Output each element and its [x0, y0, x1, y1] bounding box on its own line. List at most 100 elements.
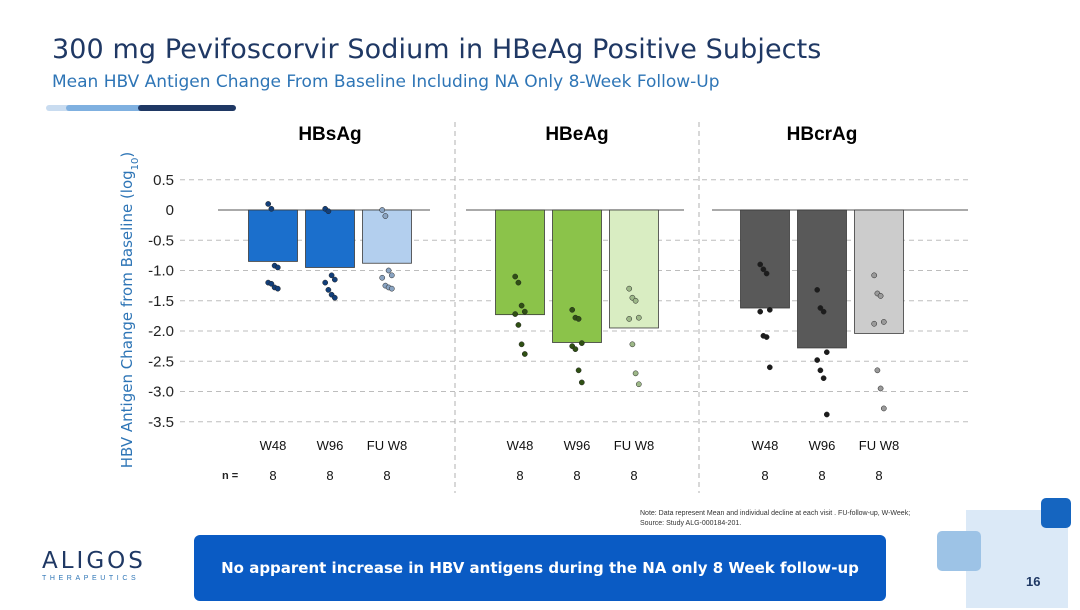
data-point — [757, 261, 764, 268]
data-point — [880, 405, 887, 412]
data-point — [578, 379, 585, 386]
data-point — [635, 314, 642, 321]
x-category-label: W96 — [809, 438, 836, 453]
chart-note-line-2: Source: Study ALG-000184-201. — [640, 520, 742, 527]
data-point — [820, 375, 827, 382]
logo-name: ALIGOS — [42, 548, 146, 574]
y-tick-label: -2.5 — [148, 353, 174, 370]
data-point — [379, 207, 386, 213]
data-point — [572, 346, 579, 352]
y-tick-label: -2.0 — [148, 323, 174, 340]
data-point — [265, 201, 272, 207]
n-value: 8 — [630, 468, 637, 483]
bar-hbeag-fu-w8 — [609, 209, 659, 329]
data-point — [814, 357, 821, 363]
data-point — [512, 273, 519, 280]
data-point — [820, 308, 827, 315]
data-point — [274, 285, 281, 292]
data-point — [635, 381, 642, 388]
data-point — [325, 287, 332, 293]
decorative-square-light — [937, 531, 981, 571]
key-message-text: No apparent increase in HBV antigens dur… — [221, 559, 859, 577]
n-value: 8 — [875, 468, 882, 483]
data-point — [626, 316, 633, 322]
n-value: 8 — [761, 468, 768, 483]
data-point — [763, 270, 770, 277]
bar-hbeag-w96 — [552, 209, 602, 343]
data-point — [379, 274, 386, 281]
x-category-label: FU W8 — [859, 438, 899, 453]
data-point — [871, 272, 878, 279]
logo-subtitle: THERAPEUTICS — [42, 575, 140, 582]
data-point — [814, 287, 821, 293]
panel-title: HBeAg — [545, 124, 608, 145]
data-point — [328, 272, 335, 279]
y-tick-label: -0.5 — [148, 232, 174, 249]
data-point — [515, 279, 522, 286]
y-tick-label: -1.0 — [148, 263, 174, 280]
title-accent-bars — [46, 105, 236, 111]
data-point — [268, 280, 275, 287]
data-point — [274, 264, 281, 271]
chart-area: 0.5 0 -0.5 -1.0 -1.5 -2.0 -2.5 -3.0 -3.5 HBV Anti… — [118, 122, 970, 493]
y-tick-label: -3.0 — [148, 384, 174, 401]
y-tick-label: 0.5 — [153, 172, 174, 189]
bar-hbsag-w96 — [305, 209, 355, 268]
data-point — [874, 367, 881, 374]
chart-note: Note: Data represent Mean and individual… — [640, 509, 910, 529]
data-point — [757, 308, 764, 315]
data-point — [871, 320, 878, 327]
x-category-label: W48 — [507, 438, 534, 453]
data-point — [385, 267, 392, 274]
company-logo: ALIGOS THERAPEUTICS — [42, 548, 146, 582]
data-point — [575, 316, 582, 322]
x-category-label: FU W8 — [614, 438, 654, 453]
x-category-label: FU W8 — [367, 438, 407, 453]
n-value: 8 — [326, 468, 333, 483]
data-point — [521, 308, 528, 315]
page-number: 16 — [1026, 574, 1041, 589]
data-point — [515, 322, 522, 328]
y-tick-label: -1.5 — [148, 293, 174, 310]
accent-bar-mid — [66, 105, 146, 111]
data-point — [331, 276, 338, 283]
data-point — [823, 349, 830, 356]
data-point — [569, 306, 576, 313]
slide-title: 300 mg Pevifoscorvir Sodium in HBeAg Pos… — [52, 34, 822, 65]
n-label: n = — [222, 470, 238, 482]
data-point — [382, 213, 389, 219]
data-point — [331, 294, 338, 301]
bar-hbsag-fu-w8 — [362, 209, 412, 264]
data-point — [322, 279, 329, 286]
data-point — [578, 340, 585, 346]
data-point — [518, 302, 525, 309]
data-point — [877, 385, 884, 392]
data-point — [521, 351, 528, 357]
data-point — [268, 205, 275, 212]
data-point — [880, 319, 887, 325]
data-point — [766, 364, 773, 371]
bar-hbsag-w48 — [248, 209, 298, 262]
data-point — [632, 297, 639, 304]
y-tick-label: 0 — [166, 202, 174, 219]
data-point — [575, 367, 582, 374]
data-point — [763, 334, 770, 340]
bar-hbeag-w48 — [495, 209, 545, 316]
data-point — [388, 285, 395, 292]
x-category-label: W48 — [260, 438, 287, 453]
bar-hbcrag-fu-w8 — [854, 209, 904, 334]
n-value: 8 — [516, 468, 523, 483]
data-point — [626, 285, 633, 292]
n-value: 8 — [818, 468, 825, 483]
data-point — [518, 341, 525, 348]
slide-subtitle: Mean HBV Antigen Change From Baseline In… — [52, 72, 720, 92]
data-point — [629, 341, 636, 348]
n-value: 8 — [573, 468, 580, 483]
data-point — [512, 311, 519, 317]
data-point — [388, 272, 395, 279]
n-value: 8 — [269, 468, 276, 483]
data-point — [325, 208, 332, 215]
panel-title: HBcrAg — [787, 124, 858, 145]
x-category-label: W96 — [564, 438, 591, 453]
n-value: 8 — [383, 468, 390, 483]
